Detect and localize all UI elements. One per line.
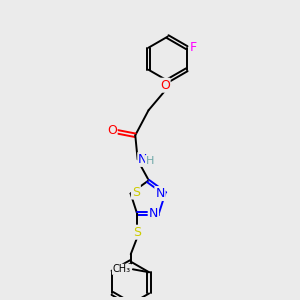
Text: F: F	[190, 41, 197, 54]
Text: CH₃: CH₃	[112, 264, 130, 274]
Text: S: S	[132, 186, 140, 199]
Text: N: N	[155, 187, 165, 200]
Text: S: S	[133, 226, 141, 239]
Text: N: N	[138, 153, 148, 166]
Text: H: H	[146, 156, 154, 166]
Text: O: O	[107, 124, 117, 137]
Text: N: N	[149, 207, 158, 220]
Text: O: O	[160, 79, 170, 92]
